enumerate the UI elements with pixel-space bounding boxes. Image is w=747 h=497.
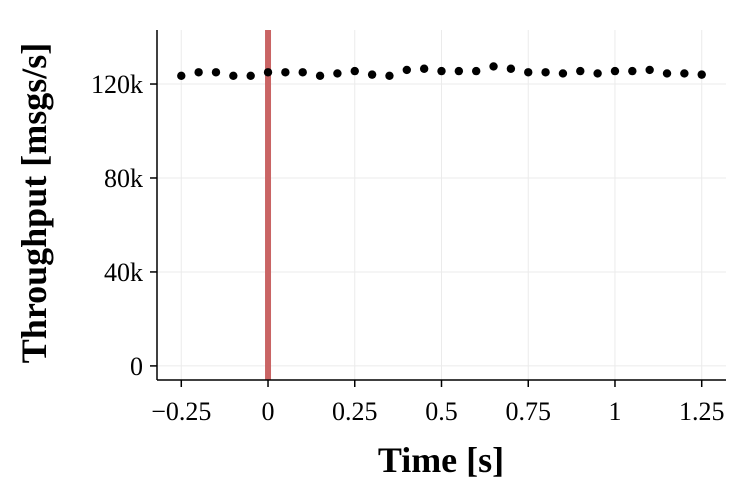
data-point (697, 70, 706, 79)
data-point (506, 64, 516, 73)
x-tick-label: 0.75 (505, 397, 551, 426)
x-tick-label: 0 (262, 397, 275, 426)
data-points (177, 62, 706, 81)
x-tick-label: 0.5 (425, 397, 458, 426)
data-point (680, 69, 689, 78)
data-point (593, 69, 602, 78)
data-point (628, 66, 637, 76)
x-axis-title: Time [s] (378, 440, 504, 480)
data-point (281, 68, 290, 77)
x-tick-label: 1.25 (679, 397, 725, 426)
data-point (524, 68, 533, 77)
data-point (211, 68, 221, 77)
data-point (558, 69, 568, 78)
data-point (385, 71, 394, 81)
data-point (229, 71, 238, 81)
data-point (437, 66, 446, 76)
y-axis-ticks: 0 40k 80k 120k (91, 70, 157, 381)
y-tick-label: 40k (104, 258, 143, 287)
data-point (402, 65, 412, 75)
data-point (645, 65, 654, 75)
data-point (576, 66, 585, 76)
data-point (263, 68, 273, 77)
data-point (419, 64, 429, 73)
y-tick-label: 120k (91, 70, 143, 99)
data-point (454, 66, 464, 76)
y-tick-label: 0 (130, 352, 143, 381)
data-point (194, 68, 203, 77)
data-point (246, 71, 255, 81)
x-tick-label: 1 (608, 397, 621, 426)
data-point (350, 66, 359, 76)
data-point (471, 66, 481, 76)
data-point (541, 68, 550, 77)
x-axis-ticks: −0.25 0 0.25 0.5 0.75 1 1.25 (151, 380, 724, 426)
data-point (489, 62, 498, 71)
data-point (662, 69, 672, 78)
data-point (177, 71, 186, 81)
data-point (315, 71, 325, 81)
x-tick-label: 0.25 (332, 397, 378, 426)
data-point (610, 66, 620, 76)
x-tick-label: −0.25 (151, 397, 211, 426)
grid-lines (157, 30, 726, 380)
y-tick-label: 80k (104, 164, 143, 193)
y-axis-title: Throughput [msgs/s] (14, 43, 54, 363)
data-point (298, 68, 307, 77)
data-point (333, 69, 342, 78)
data-point (367, 70, 377, 79)
